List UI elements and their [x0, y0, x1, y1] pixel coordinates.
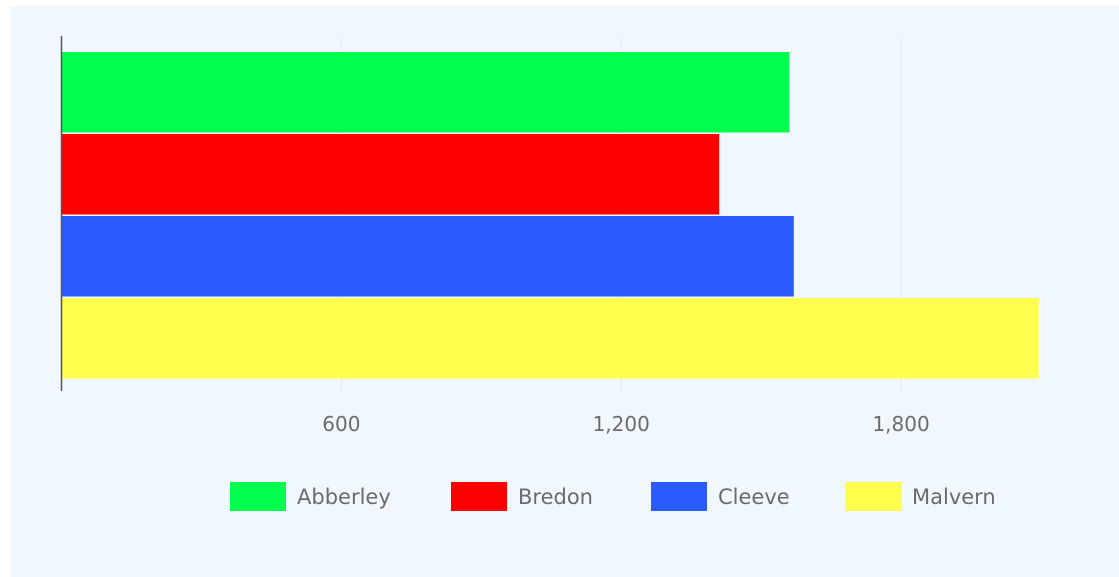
legend: Abberley Bredon Cleeve Malvern: [230, 482, 996, 511]
bar-cleeve[interactable]: [61, 216, 794, 297]
bar-malvern[interactable]: [61, 298, 1039, 379]
bar-bredon[interactable]: [61, 134, 720, 215]
legend-swatch-cleeve: [651, 482, 707, 511]
legend-swatch-bredon: [451, 482, 507, 511]
legend-label-abberley: Abberley: [297, 485, 391, 509]
legend-swatch-abberley: [230, 482, 286, 511]
legend-label-bredon: Bredon: [518, 485, 593, 509]
legend-swatch-malvern: [845, 482, 901, 511]
bar-abberley[interactable]: [61, 52, 790, 133]
legend-label-cleeve: Cleeve: [718, 485, 790, 509]
x-axis-ticks: 600 1,200 1,800: [322, 412, 929, 436]
x-tick-label-0: 600: [322, 412, 360, 436]
x-tick-label-2: 1,800: [872, 412, 929, 436]
x-tick-label-1: 1,200: [593, 412, 650, 436]
legend-label-malvern: Malvern: [912, 485, 996, 509]
bars: [61, 52, 1039, 379]
